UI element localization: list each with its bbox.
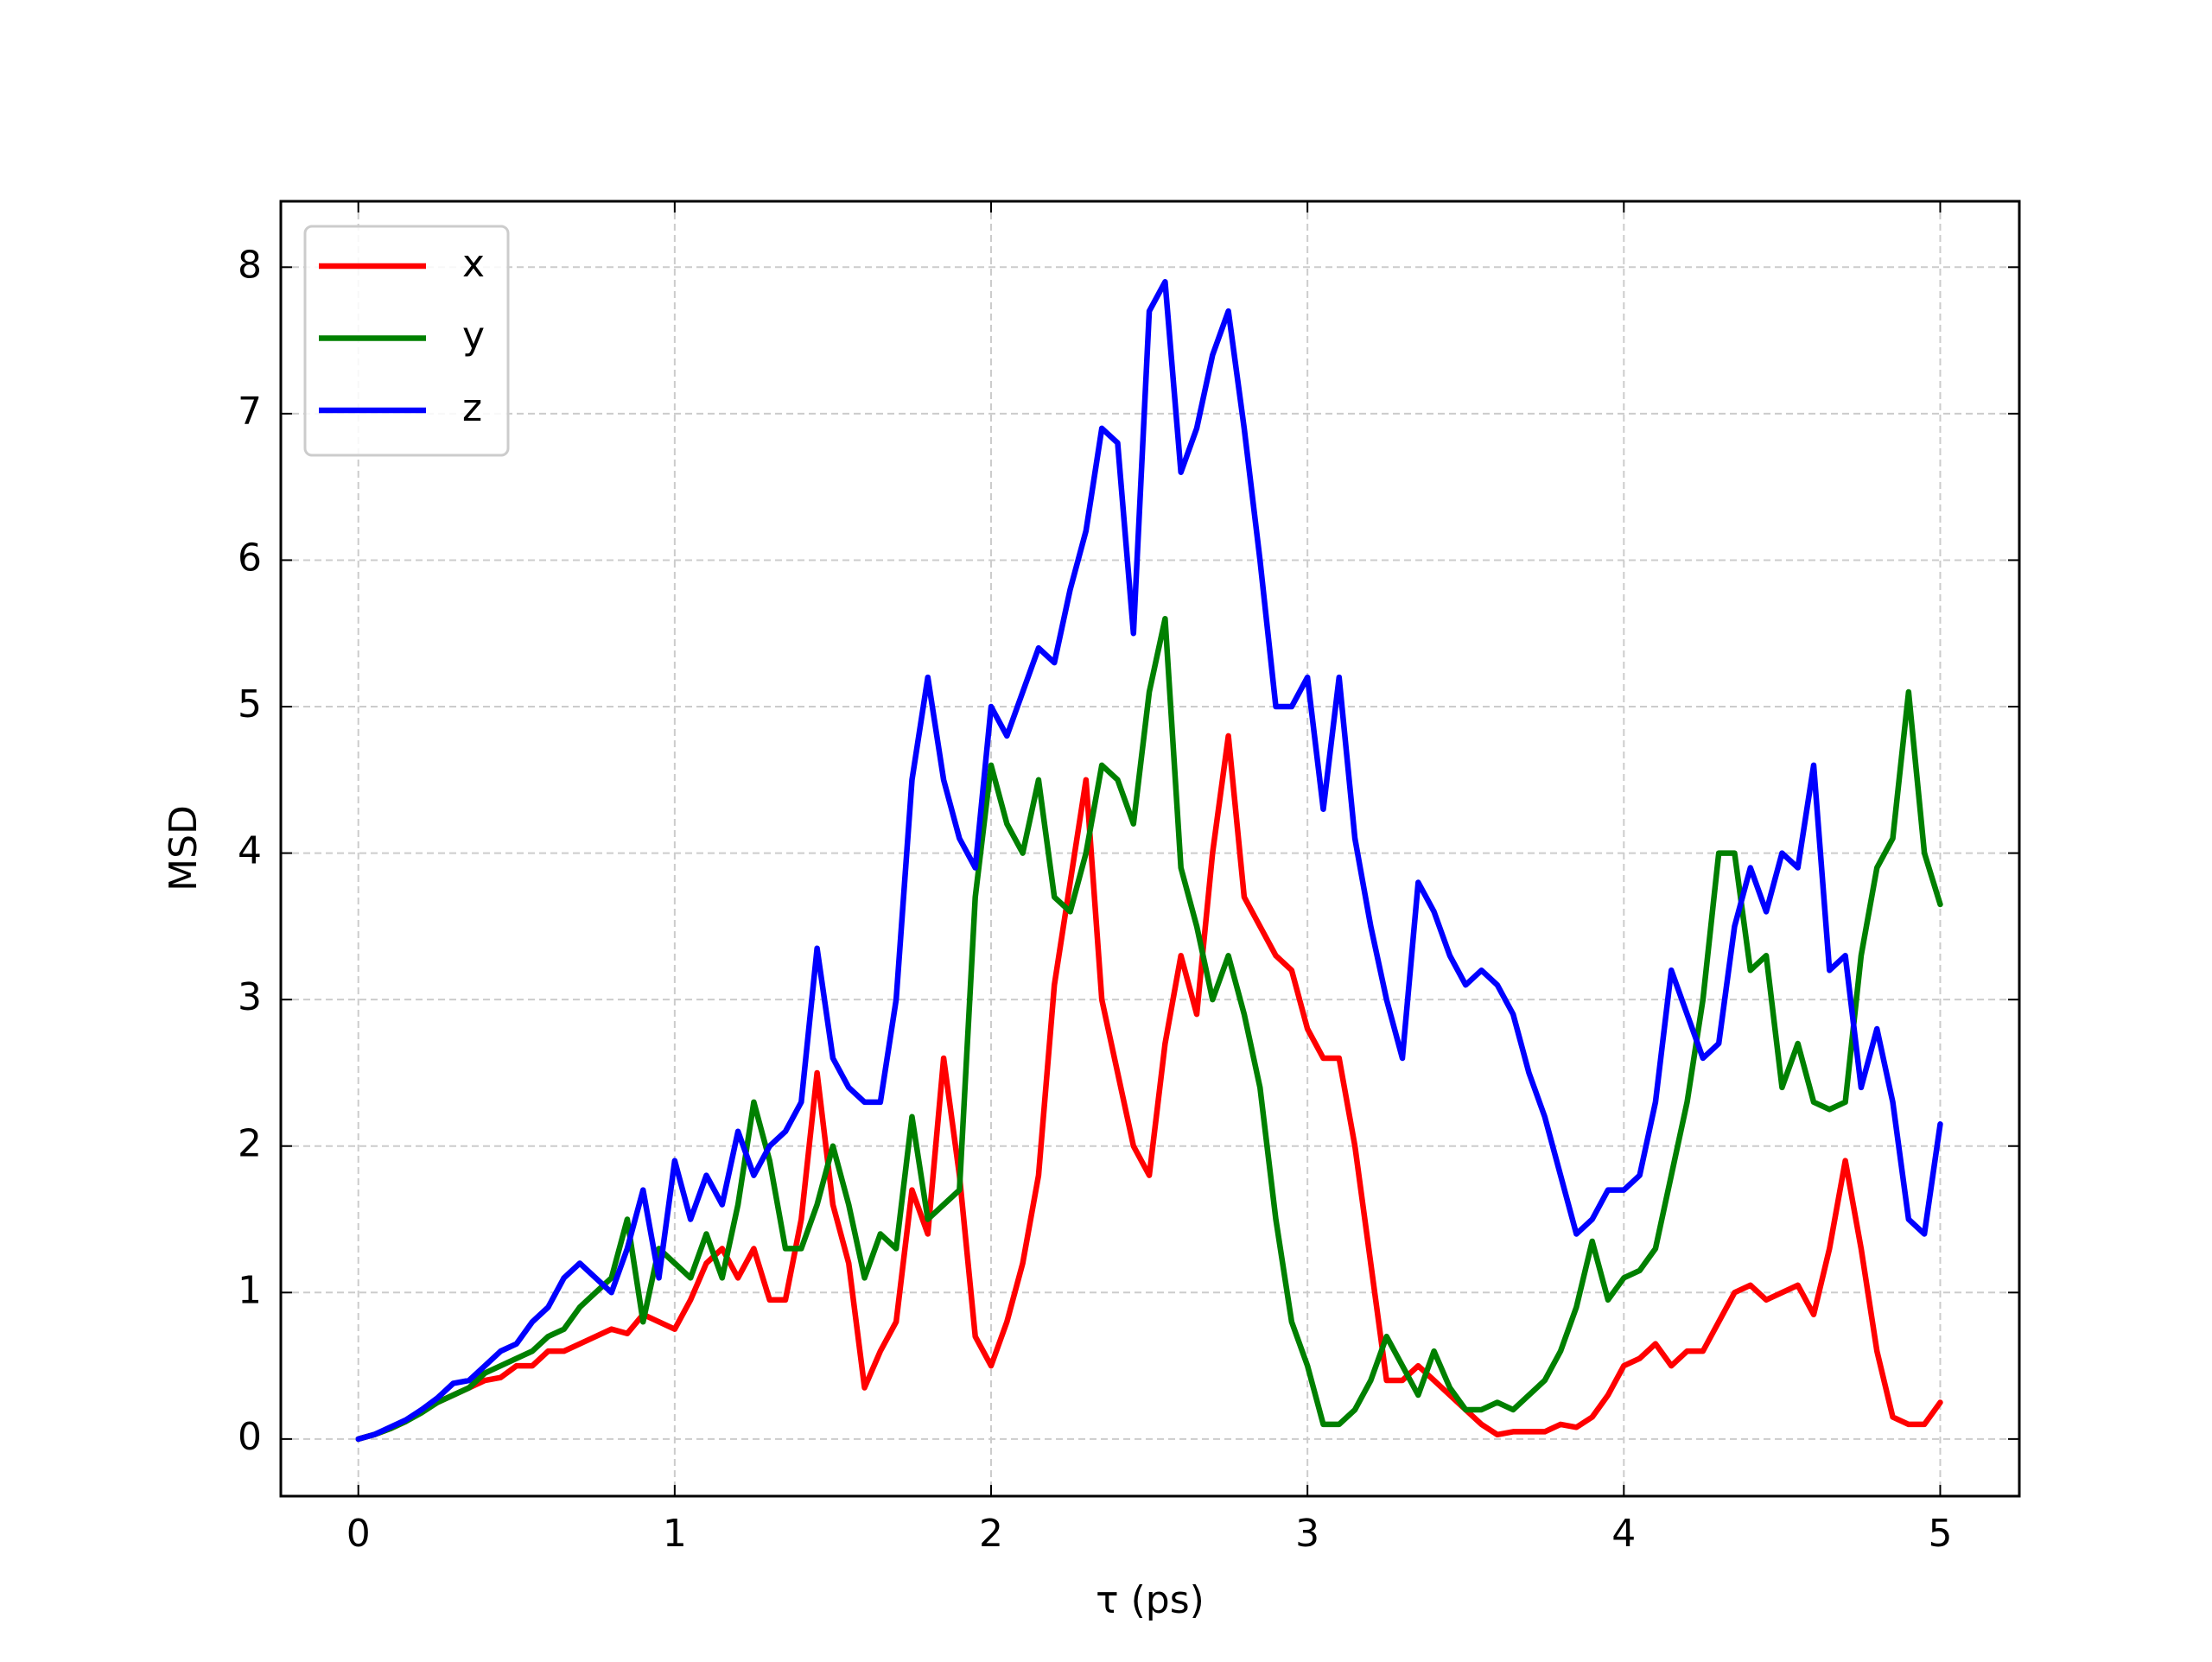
legend-label: y — [462, 314, 485, 358]
x-axis-label: τ (ps) — [1096, 1578, 1205, 1622]
plot-frame — [279, 200, 2021, 1498]
series-line — [355, 616, 1943, 1443]
y-tick-label: 4 — [238, 829, 262, 873]
y-axis-label: MSD — [162, 805, 206, 891]
x-tick-label: 5 — [1928, 1512, 1952, 1556]
y-tick-label: 0 — [238, 1415, 262, 1459]
y-tick-label: 1 — [238, 1268, 262, 1312]
y-tick-label: 2 — [238, 1122, 262, 1166]
x-tick-label: 1 — [663, 1512, 687, 1556]
x-tick-label: 0 — [346, 1512, 371, 1556]
series-line — [355, 733, 1943, 1443]
y-tick-label: 6 — [238, 536, 262, 580]
series-line — [355, 279, 1943, 1443]
y-tick-label: 3 — [238, 975, 262, 1019]
x-tick-label: 4 — [1611, 1512, 1636, 1556]
y-tick-label: 7 — [238, 390, 262, 434]
legend-label: x — [462, 242, 485, 286]
y-tick-label: 5 — [238, 682, 262, 726]
y-tick-label: 8 — [238, 243, 262, 287]
x-tick-label: 2 — [979, 1512, 1003, 1556]
legend-label: z — [462, 386, 482, 430]
legend: xyz — [303, 225, 510, 457]
x-tick-label: 3 — [1295, 1512, 1319, 1556]
